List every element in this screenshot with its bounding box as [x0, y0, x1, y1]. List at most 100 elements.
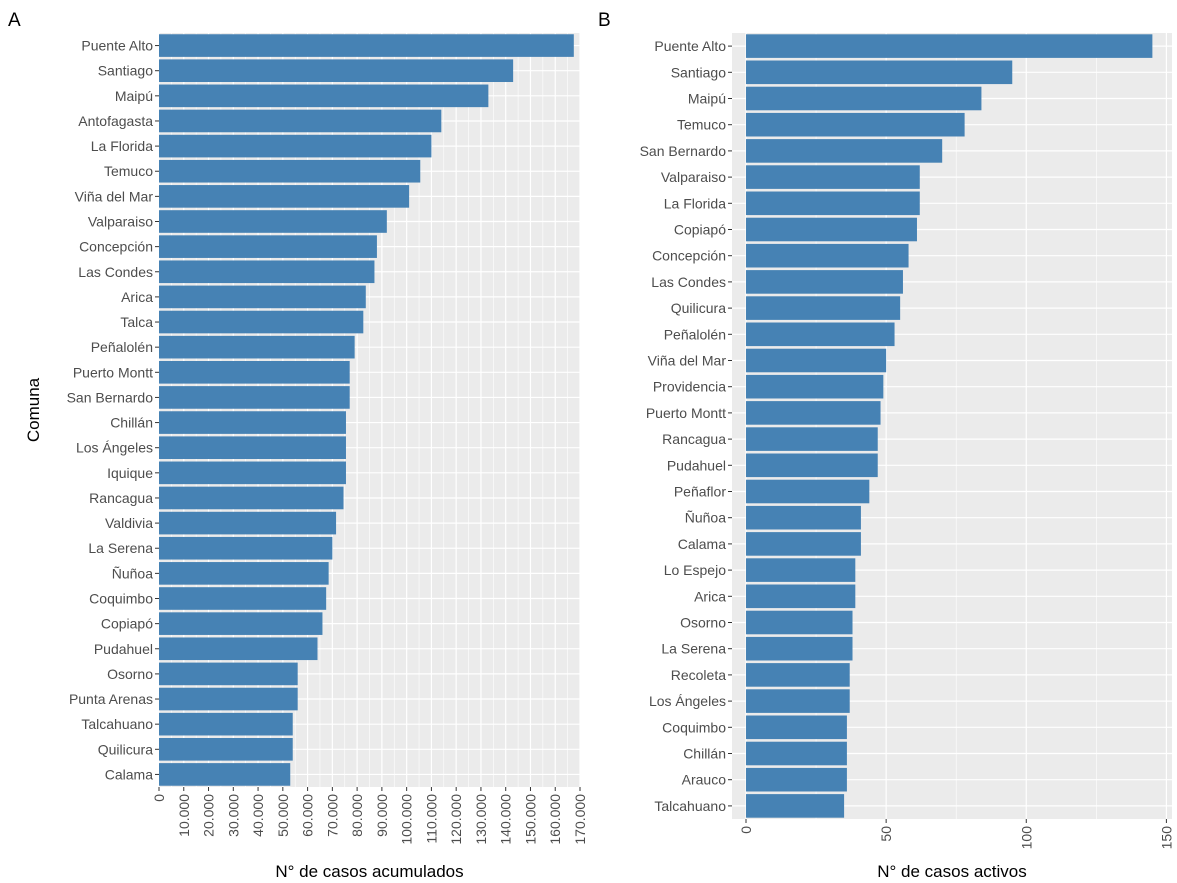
- bar: [159, 59, 514, 83]
- x-tick-label: 0: [738, 826, 754, 834]
- category-label: Rancagua: [89, 490, 153, 506]
- x-axis-title-b: N° de casos activos: [877, 862, 1026, 881]
- category-label: Copiapó: [674, 222, 726, 238]
- bar: [746, 663, 850, 687]
- category-labels-a: Puente Alto Santiago Maipú Antofagasta La Fl…: [67, 38, 159, 782]
- bar: [746, 741, 847, 766]
- category-label: Concepción: [652, 248, 726, 264]
- bar: [159, 411, 346, 434]
- category-label: Temuco: [104, 163, 153, 179]
- bar: [746, 505, 861, 530]
- category-label: Las Condes: [651, 274, 726, 290]
- bar: [746, 348, 887, 373]
- bar: [159, 185, 410, 208]
- bar: [746, 767, 847, 792]
- bar: [159, 109, 442, 133]
- category-label: Calama: [678, 536, 726, 552]
- bar: [746, 217, 917, 242]
- x-ticks-b: 0 50 100 150: [738, 819, 1174, 849]
- category-label: Quilicura: [98, 741, 153, 757]
- bar: [746, 401, 881, 425]
- x-tick-label: 130.000: [473, 794, 489, 845]
- bar: [746, 86, 982, 111]
- bar: [159, 84, 489, 108]
- category-label: Chillán: [110, 415, 153, 431]
- bar: [746, 296, 901, 320]
- category-label: Arauco: [682, 772, 727, 788]
- bar: [746, 60, 1013, 85]
- category-label: Ñuñoa: [112, 565, 153, 581]
- category-label: Rancagua: [662, 431, 726, 447]
- x-tick-label: 90.000: [374, 794, 390, 837]
- x-tick-label: 50.000: [275, 794, 291, 837]
- x-tick-label: 10.000: [176, 794, 192, 837]
- category-label: Arica: [694, 588, 726, 604]
- category-label: Arica: [121, 289, 153, 305]
- bar: [159, 285, 366, 309]
- x-tick-label: 160.000: [547, 794, 563, 845]
- category-label: Coquimbo: [662, 719, 726, 735]
- bar: [746, 479, 870, 504]
- category-label: Osorno: [680, 615, 726, 631]
- bar: [159, 134, 432, 158]
- category-label: San Bernardo: [67, 389, 154, 405]
- category-label: Ñuñoa: [685, 510, 726, 526]
- category-label: Los Ángeles: [76, 440, 153, 456]
- category-label: Chillán: [683, 746, 726, 762]
- bar: [159, 712, 293, 736]
- category-label: Peñalolén: [91, 339, 153, 355]
- bar: [746, 270, 903, 294]
- category-label: Puerto Montt: [73, 364, 153, 380]
- bars-a: [159, 34, 574, 786]
- x-tick-label: 40.000: [250, 794, 266, 837]
- category-label: La Florida: [664, 195, 726, 211]
- x-tick-label: 0: [151, 794, 167, 802]
- category-label: Pudahuel: [667, 457, 726, 473]
- bar: [746, 636, 853, 661]
- category-label: Maipú: [688, 91, 726, 107]
- bar: [746, 453, 878, 478]
- category-label: Calama: [105, 766, 153, 782]
- x-tick-label: 120.000: [448, 794, 464, 845]
- bar: [159, 360, 350, 384]
- bar: [746, 610, 853, 635]
- x-tick-label: 60.000: [300, 794, 316, 837]
- category-label: Quilicura: [671, 300, 726, 316]
- x-tick-label: 110.000: [423, 794, 439, 844]
- x-tick-label: 70.000: [324, 794, 340, 837]
- chart-b: B Puente Alto Santiago Maipú Temuco San Bern…: [598, 10, 1174, 881]
- chart-a: A Puente Alto Santiago Maipú Antofagasta La …: [8, 10, 588, 881]
- category-label: Maipú: [115, 88, 153, 104]
- bar: [746, 112, 965, 137]
- bar: [746, 715, 847, 740]
- bar: [159, 34, 574, 57]
- bar: [159, 612, 323, 635]
- bar: [746, 139, 943, 163]
- category-label: Antofagasta: [78, 113, 153, 129]
- panel-b-tag: B: [598, 10, 611, 31]
- category-label: La Serena: [661, 641, 726, 657]
- x-tick-label: 150: [1158, 826, 1174, 850]
- bar: [746, 427, 878, 451]
- category-label: Peñaflor: [674, 484, 726, 500]
- bars-b: [746, 34, 1153, 818]
- bar: [746, 191, 920, 216]
- category-label: Peñalolén: [664, 326, 726, 342]
- bar: [159, 210, 387, 233]
- bar: [746, 584, 856, 609]
- category-label: Valparaiso: [88, 214, 153, 230]
- category-label: Temuco: [677, 117, 726, 133]
- bar: [159, 235, 377, 258]
- bar: [746, 794, 845, 818]
- category-label: Santiago: [98, 63, 153, 79]
- category-label: Talca: [120, 314, 153, 330]
- bar: [159, 662, 298, 686]
- bar: [746, 243, 909, 268]
- category-label: Puerto Montt: [646, 405, 726, 421]
- category-label: La Serena: [88, 540, 153, 556]
- x-tick-label: 80.000: [349, 794, 365, 837]
- bar: [159, 335, 355, 359]
- category-label: Osorno: [107, 666, 153, 682]
- bar: [746, 322, 895, 347]
